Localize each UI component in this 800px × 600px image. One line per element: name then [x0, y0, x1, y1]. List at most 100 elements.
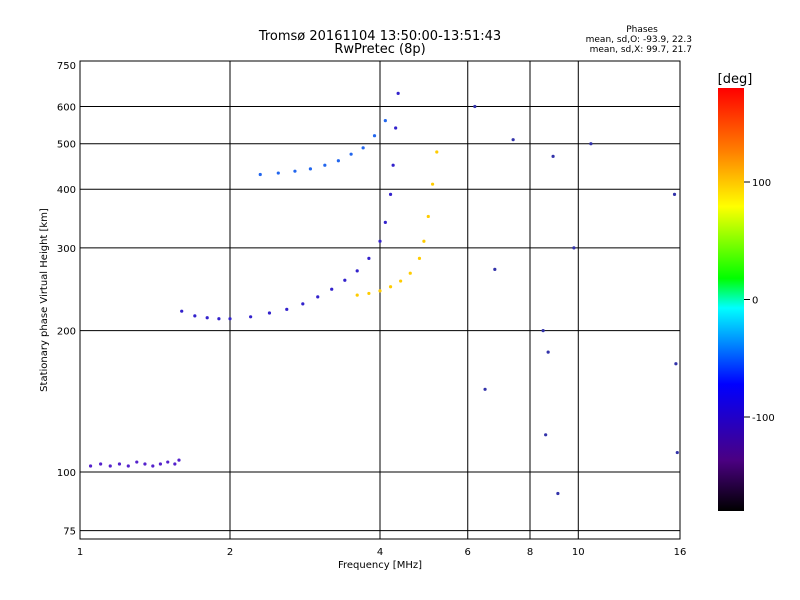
data-point — [330, 287, 334, 291]
y-tick-label: 750 — [57, 61, 76, 72]
data-point — [173, 462, 177, 466]
colorbar-tick-label: 0 — [752, 296, 758, 307]
data-point — [394, 126, 398, 130]
data-point — [399, 279, 403, 283]
y-axis-label: Stationary phase Virtual Height [km] — [39, 208, 50, 392]
data-point — [267, 311, 272, 315]
y-tick-label: 200 — [57, 327, 76, 338]
data-point — [349, 152, 353, 156]
data-point — [674, 362, 678, 366]
data-point — [99, 462, 103, 466]
data-point — [383, 220, 387, 224]
data-point — [367, 256, 371, 260]
data-point — [249, 315, 253, 319]
data-point — [135, 460, 139, 464]
data-point — [483, 387, 487, 391]
x-axis-label: Frequency [MHz] — [338, 560, 422, 571]
colorbar-tick-label: 100 — [752, 178, 771, 189]
data-point — [556, 491, 560, 496]
x-tick-label: 16 — [674, 547, 687, 558]
data-point — [396, 91, 400, 95]
data-point — [151, 464, 155, 468]
data-point — [511, 138, 515, 142]
data-point — [108, 464, 112, 468]
x-tick-label: 2 — [227, 547, 233, 558]
y-tick-label: 100 — [57, 468, 76, 479]
x-tick-label: 6 — [465, 547, 471, 558]
data-point — [180, 309, 184, 313]
stats-heading: Phases — [626, 25, 658, 35]
stats-x-mode: mean, sd,X: 99.7, 21.7 — [590, 45, 692, 55]
y-tick-label: 500 — [57, 140, 76, 151]
x-axis-ticks: 1 2 4 6 8 10 16 — [77, 547, 687, 558]
data-point — [372, 134, 377, 138]
data-point — [217, 317, 221, 321]
data-point — [205, 316, 209, 320]
data-point — [166, 460, 170, 464]
data-point — [417, 256, 422, 260]
data-point — [158, 462, 163, 466]
data-point — [228, 317, 232, 321]
x-tick-label: 10 — [572, 547, 585, 558]
data-point — [388, 192, 393, 196]
data-point — [473, 104, 477, 109]
y-tick-label: 75 — [63, 527, 76, 538]
data-point — [143, 462, 147, 466]
data-point — [285, 307, 289, 311]
data-point — [546, 350, 550, 354]
data-point — [293, 169, 297, 173]
data-points — [88, 91, 679, 496]
y-tick-label: 600 — [57, 103, 76, 114]
stats-o-mode: mean, sd,O: -93.9, 22.3 — [586, 35, 692, 45]
data-point — [672, 192, 677, 196]
data-point — [426, 214, 430, 219]
data-point — [308, 167, 313, 171]
colorbar-tick-label: -100 — [752, 413, 775, 424]
data-point — [343, 278, 347, 282]
data-point — [88, 464, 93, 468]
grid — [80, 61, 680, 539]
data-point — [430, 182, 435, 186]
data-point — [378, 239, 382, 243]
plot-frame — [79, 60, 681, 540]
data-point — [336, 159, 340, 163]
data-point — [589, 142, 593, 146]
x-tick-label: 1 — [77, 547, 83, 558]
data-point — [422, 239, 426, 243]
data-point — [383, 118, 387, 123]
y-tick-label: 300 — [57, 244, 76, 255]
data-point — [493, 267, 497, 271]
data-point — [316, 295, 320, 299]
data-point — [551, 154, 555, 158]
data-point — [544, 433, 548, 437]
data-point — [323, 163, 327, 167]
data-point — [355, 293, 359, 297]
colorbar — [718, 88, 744, 511]
data-point — [355, 269, 359, 273]
data-point — [408, 271, 412, 275]
data-point — [193, 314, 197, 318]
data-point — [301, 302, 305, 306]
x-tick-label: 4 — [377, 547, 383, 558]
data-point — [258, 172, 262, 177]
data-point — [572, 246, 576, 250]
data-point — [541, 329, 545, 333]
data-point — [378, 289, 382, 293]
chart-title: Tromsø 20161104 13:50:00-13:51:43 — [258, 29, 501, 44]
colorbar-ticks: 100 0 -100 — [744, 178, 775, 424]
data-point — [117, 462, 122, 466]
data-point — [391, 163, 395, 167]
data-point — [367, 291, 371, 296]
y-axis-ticks: 75 100 200 300 400 500 600 750 — [57, 61, 76, 538]
data-point — [276, 171, 280, 175]
y-tick-label: 400 — [57, 185, 76, 196]
data-point — [177, 458, 181, 462]
colorbar-label: [deg] — [718, 72, 753, 87]
data-point — [361, 146, 365, 150]
x-tick-label: 8 — [527, 547, 533, 558]
chart-subtitle: RwPretec (8p) — [334, 42, 425, 57]
data-point — [675, 450, 679, 455]
data-point — [126, 464, 130, 468]
data-point — [388, 285, 393, 289]
